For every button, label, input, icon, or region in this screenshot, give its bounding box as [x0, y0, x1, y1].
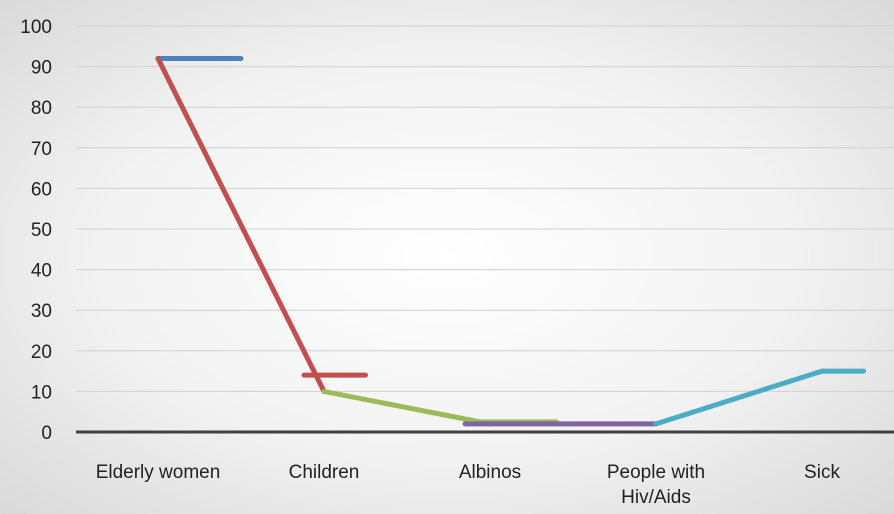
x-tick-label-4: Sick — [804, 462, 840, 483]
x-axis-tick-labels: Elderly women Children Albinos People with H… — [96, 462, 841, 508]
series-segment-1 — [155, 55, 327, 394]
y-tick-label-90: 90 — [31, 58, 52, 79]
y-tick-label-60: 60 — [31, 179, 52, 200]
y-tick-label-0: 0 — [41, 423, 52, 444]
x-tick-label-0: Elderly women — [96, 462, 221, 483]
series-lines — [155, 55, 866, 427]
y-tick-label-40: 40 — [31, 261, 52, 282]
series-segment-6 — [653, 368, 825, 427]
y-tick-label-100: 100 — [20, 17, 52, 38]
x-tick-label-1: Children — [289, 462, 360, 483]
series-segment-3 — [321, 388, 493, 427]
y-tick-label-20: 20 — [31, 342, 52, 363]
y-tick-label-10: 10 — [31, 382, 52, 403]
x-tick-label-3: People with Hiv/Aids — [607, 462, 705, 508]
x-tick-label-2: Albinos — [459, 462, 521, 483]
y-axis-tick-labels: 0 10 20 30 40 50 60 70 80 90 100 — [20, 17, 52, 444]
y-tick-label-70: 70 — [31, 139, 52, 160]
gridlines — [76, 25, 894, 392]
y-tick-label-30: 30 — [31, 301, 52, 322]
y-tick-label-80: 80 — [31, 98, 52, 119]
y-tick-label-50: 50 — [31, 220, 52, 241]
